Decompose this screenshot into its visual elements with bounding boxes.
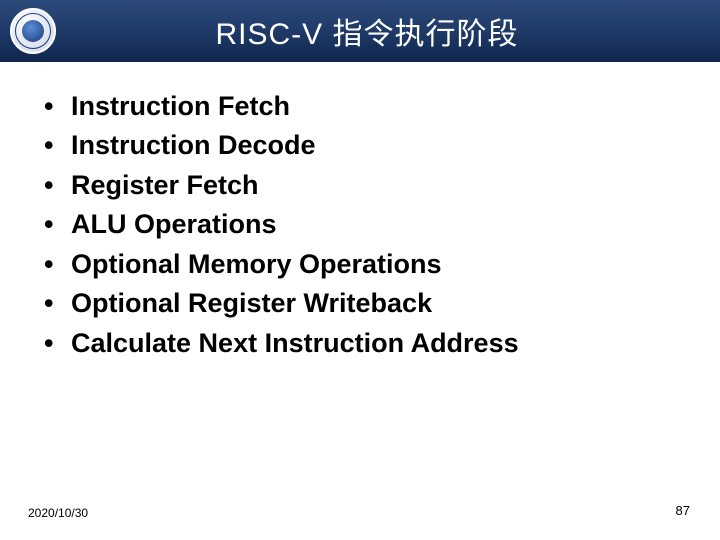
logo-ring <box>15 13 51 49</box>
university-logo <box>10 8 56 54</box>
footer-page-number: 87 <box>676 503 690 518</box>
pipeline-stages-list: Instruction Fetch Instruction Decode Reg… <box>38 88 690 361</box>
list-item: Instruction Fetch <box>38 88 690 124</box>
list-item: Register Fetch <box>38 167 690 203</box>
list-item: Calculate Next Instruction Address <box>38 325 690 361</box>
footer-date: 2020/10/30 <box>28 506 88 520</box>
list-item: Optional Memory Operations <box>38 246 690 282</box>
slide-header: RISC-V 指令执行阶段 <box>0 0 720 62</box>
logo-center <box>22 20 44 42</box>
list-item: Optional Register Writeback <box>38 285 690 321</box>
slide-content: Instruction Fetch Instruction Decode Reg… <box>0 62 720 361</box>
list-item: Instruction Decode <box>38 127 690 163</box>
list-item: ALU Operations <box>38 206 690 242</box>
slide-title: RISC-V 指令执行阶段 <box>70 9 720 53</box>
